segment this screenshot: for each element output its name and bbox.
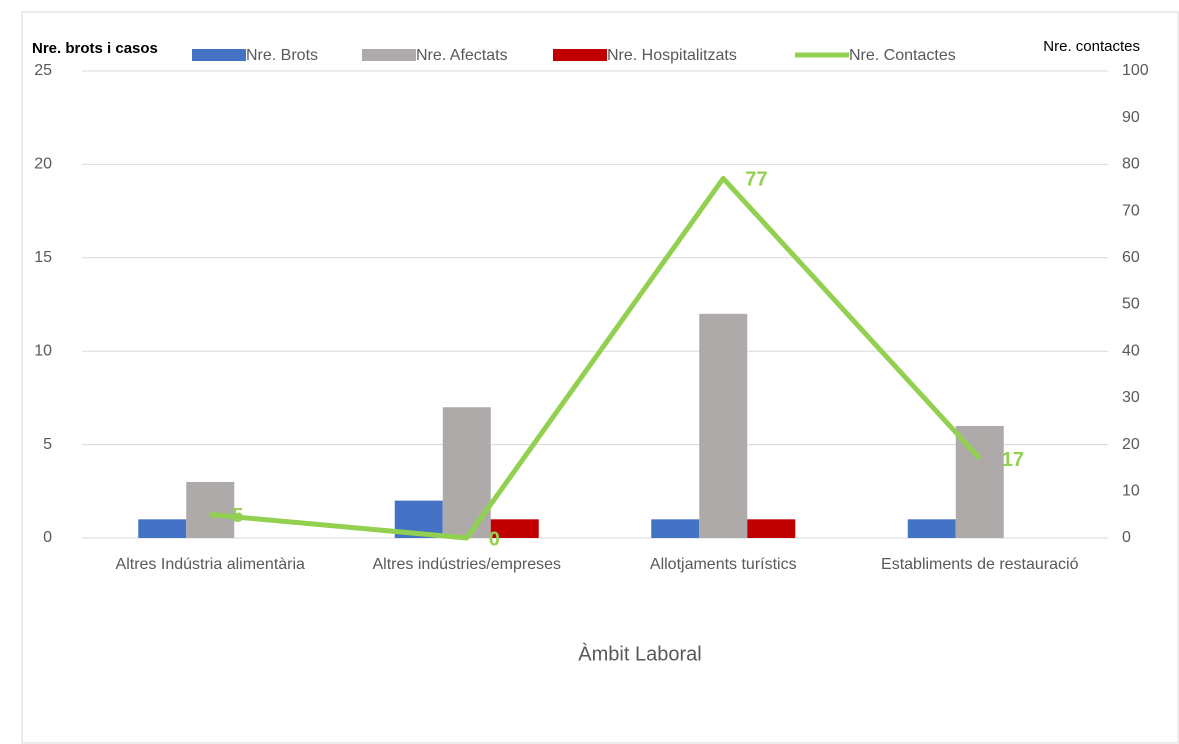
bar [699,313,748,538]
y2-tick-label: 60 [1122,249,1140,266]
y2-tick-label: 90 [1122,109,1140,126]
y-tick-label: 15 [34,249,52,266]
x-tick-label: Allotjaments turístics [650,556,797,573]
y-tick-label: 0 [43,529,52,546]
data-label: 77 [745,169,767,191]
y2-axis-title: Nre. contactes [1043,38,1140,55]
y-tick-label: 5 [43,436,52,453]
bar [907,519,956,538]
bar [490,519,539,538]
line-series [210,175,982,541]
x-tick-label: Establiments de restauració [881,556,1079,573]
legend-label: Nre. Afectats [416,47,508,64]
data-label: 17 [1002,449,1024,471]
bar [138,519,187,538]
bar [651,519,700,538]
y2-tick-label: 10 [1122,483,1140,500]
legend-label: Nre. Contactes [849,47,956,64]
x-tick-label: Altres indústries/empreses [372,556,561,573]
y2-tick-label: 80 [1122,156,1140,173]
legend-swatch [192,49,246,61]
y2-tick-label: 40 [1122,342,1140,359]
y-axis-title: Nre. brots i casos [32,40,158,57]
bar [186,481,235,538]
y2-tick-label: 0 [1122,529,1131,546]
y-tick-label: 10 [34,342,52,359]
y-tick-label: 25 [34,62,52,79]
legend-swatch [362,49,416,61]
data-label: 0 [489,528,500,550]
legend-label: Nre. Hospitalitzats [607,47,737,64]
y2-tick-label: 70 [1122,202,1140,219]
y-tick-label: 20 [34,156,52,173]
legend-swatch [553,49,607,61]
x-tick-label: Altres Indústria alimentària [116,556,306,573]
y2-tick-label: 100 [1122,62,1149,79]
chart-frame [21,11,1179,744]
y2-tick-label: 20 [1122,436,1140,453]
legend-label: Nre. Brots [246,47,318,64]
y2-tick-label: 30 [1122,389,1140,406]
data-label: 5 [232,505,243,527]
y2-tick-label: 50 [1122,296,1140,313]
x-axis-title: Àmbit Laboral [578,642,701,665]
bar [747,519,796,538]
